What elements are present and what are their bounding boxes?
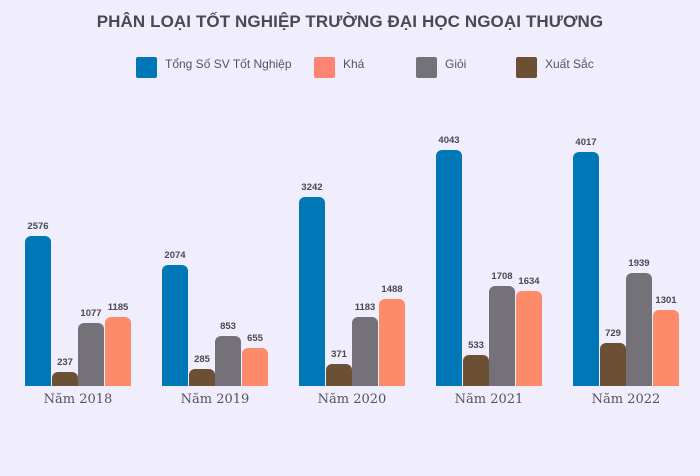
x-axis-label: Năm 2022 bbox=[591, 392, 661, 407]
bar-kha bbox=[242, 348, 268, 386]
x-axis-label: Năm 2019 bbox=[180, 392, 250, 407]
bar-gioi bbox=[489, 286, 515, 386]
legend-swatch-xuat-sac bbox=[516, 57, 537, 78]
bar-value-label: 4043 bbox=[438, 135, 460, 146]
legend-item-kha: Khá bbox=[314, 57, 364, 78]
legend-label-kha: Khá bbox=[343, 56, 365, 71]
bar-gioi bbox=[626, 273, 652, 386]
bar-gioi bbox=[215, 336, 241, 386]
bar-total bbox=[25, 236, 51, 386]
legend-item-gioi: Giỏi bbox=[416, 57, 466, 78]
bar-value-label: 237 bbox=[57, 357, 73, 368]
bar-xuat-sac bbox=[52, 372, 78, 386]
bar-value-label: 1301 bbox=[655, 295, 677, 306]
bar-value-label: 655 bbox=[247, 333, 263, 344]
bar-value-label: 371 bbox=[331, 349, 347, 360]
bar-xuat-sac bbox=[463, 355, 489, 386]
bar-kha bbox=[653, 310, 679, 386]
bar-value-label: 729 bbox=[605, 328, 621, 339]
bar-xuat-sac bbox=[600, 343, 626, 386]
legend-swatch-kha bbox=[314, 57, 335, 78]
bar-xuat-sac bbox=[189, 369, 215, 386]
bar-value-label: 285 bbox=[194, 354, 210, 365]
bar-kha bbox=[379, 299, 405, 386]
bar-value-label: 533 bbox=[468, 340, 484, 351]
legend-item-xuat-sac: Xuất Sắc bbox=[516, 57, 594, 78]
bar-kha bbox=[516, 291, 542, 386]
bar-value-label: 1185 bbox=[107, 302, 129, 313]
legend-item-total: Tổng Số SV Tốt Nghiệp bbox=[136, 57, 292, 78]
bar-value-label: 1488 bbox=[381, 284, 403, 295]
x-axis-label: Năm 2018 bbox=[43, 392, 113, 407]
x-axis-label: Năm 2020 bbox=[317, 392, 387, 407]
bar-value-label: 1634 bbox=[518, 276, 540, 287]
legend-swatch-total bbox=[136, 57, 157, 78]
chart-title: PHÂN LOẠI TỐT NGHIỆP TRƯỜNG ĐẠI HỌC NGOẠ… bbox=[96, 12, 604, 31]
bar-value-label: 1183 bbox=[354, 302, 376, 313]
legend-label-total: Tổng Số SV Tốt Nghiệp bbox=[165, 56, 292, 71]
bar-value-label: 1939 bbox=[628, 258, 650, 269]
bar-gioi bbox=[78, 323, 104, 386]
bar-total bbox=[573, 152, 599, 386]
bar-value-label: 2074 bbox=[164, 250, 186, 261]
legend-label-xuat-sac: Xuất Sắc bbox=[545, 56, 594, 71]
bar-value-label: 1077 bbox=[80, 308, 102, 319]
legend-label-gioi: Giỏi bbox=[445, 56, 467, 71]
bar-value-label: 853 bbox=[220, 321, 236, 332]
bar-total bbox=[162, 265, 188, 386]
bar-kha bbox=[105, 317, 131, 386]
bar-value-label: 1708 bbox=[491, 271, 513, 282]
legend-swatch-gioi bbox=[416, 57, 437, 78]
bar-value-label: 2576 bbox=[27, 221, 49, 232]
bar-value-label: 4017 bbox=[575, 137, 597, 148]
bar-total bbox=[299, 197, 325, 386]
bar-xuat-sac bbox=[326, 364, 352, 386]
bar-total bbox=[436, 150, 462, 386]
x-axis-label: Năm 2021 bbox=[454, 392, 524, 407]
bar-gioi bbox=[352, 317, 378, 386]
bar-value-label: 3242 bbox=[301, 182, 323, 193]
